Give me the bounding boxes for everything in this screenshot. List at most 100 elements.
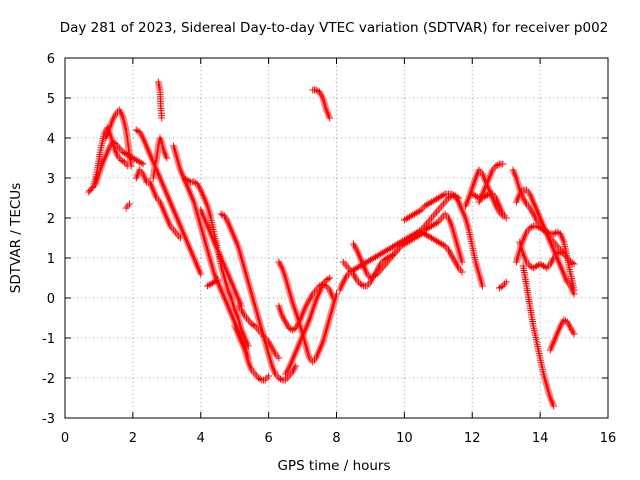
data-point-marker [137, 159, 145, 167]
y-tick-label: 2 [47, 212, 55, 227]
data-point-marker [458, 268, 466, 276]
y-tick-label: 1 [47, 252, 55, 267]
data-point-marker [275, 354, 283, 362]
x-tick-label: 0 [61, 431, 69, 446]
data-point-marker [567, 258, 575, 266]
arc-27-markers [475, 160, 507, 206]
arc-24-markers [417, 228, 466, 276]
arc-19-markers [309, 86, 334, 122]
data-point-marker [545, 229, 553, 237]
data-point-marker [440, 241, 447, 249]
data-point-marker [324, 275, 332, 283]
data-point-marker [219, 211, 227, 219]
x-tick-label: 8 [332, 431, 340, 446]
data-point-marker [484, 191, 491, 199]
y-tick-label: 5 [47, 92, 55, 107]
y-tick-label: 0 [47, 292, 55, 307]
data-point-marker [119, 157, 127, 165]
arc-34-markers [546, 316, 578, 354]
x-tick-label: 12 [464, 431, 481, 446]
arc-32-markers [516, 238, 575, 272]
y-tick-label: 3 [47, 172, 55, 187]
arc-14-markers [231, 322, 273, 384]
data-point-marker [570, 330, 578, 338]
data-point-marker [127, 162, 135, 170]
x-tick-label: 10 [396, 431, 413, 446]
data-point-marker [450, 191, 457, 199]
data-point-marker [494, 161, 502, 169]
y-tick-label: -3 [42, 412, 55, 427]
arc-7-markers [154, 78, 166, 122]
x-tick-label: 14 [532, 431, 549, 446]
data-point-marker [541, 263, 549, 271]
arc-18-markers [282, 274, 334, 378]
data-point-marker [458, 258, 466, 266]
data-point-marker [502, 278, 510, 286]
data-point-marker [139, 160, 147, 168]
arc-26-markers [468, 190, 510, 222]
arc-28-markers [496, 278, 510, 292]
x-tick-label: 16 [600, 431, 617, 446]
data-point-marker [440, 191, 447, 199]
arc-4-markers [122, 200, 133, 212]
arc-22-markers [350, 238, 408, 282]
y-tick-label: -1 [42, 332, 55, 347]
data-point-marker [163, 154, 171, 162]
arc-11-markers [197, 206, 245, 310]
x-tick-label: 6 [264, 431, 272, 446]
arc-15-markers [234, 302, 283, 362]
data-point-marker [277, 375, 284, 383]
y-tick-label: 4 [47, 132, 55, 147]
y-axis-label: SDTVAR / TECUs [8, 183, 24, 293]
data-point-marker [290, 325, 298, 333]
data-point-marker [570, 286, 578, 294]
data-point-marker [372, 271, 379, 279]
x-axis-label: GPS time / hours [277, 458, 390, 474]
data-point-marker [89, 184, 96, 191]
data-point-marker [562, 317, 569, 325]
x-tick-label: 2 [129, 431, 137, 446]
data-point-marker [479, 282, 486, 290]
data-point-marker [249, 321, 257, 329]
data-point-marker [134, 127, 142, 135]
data-point-marker [176, 234, 184, 242]
arc-6-markers [132, 166, 184, 242]
y-tick-label: -2 [42, 372, 55, 387]
data-point-marker [314, 87, 322, 95]
data-point-marker [110, 139, 118, 147]
data-point-marker [358, 281, 366, 289]
data-point-marker [558, 249, 566, 257]
data-point-marker [550, 402, 558, 410]
data-point-marker [326, 114, 334, 122]
data-point-marker [265, 372, 273, 380]
data-point-marker [400, 238, 408, 246]
data-point-marker [326, 274, 334, 282]
data-point-marker [433, 219, 441, 227]
y-tick-label: 6 [47, 52, 55, 67]
data-point-marker [292, 362, 300, 370]
data-point-marker [333, 290, 340, 298]
data-point-marker [212, 277, 220, 285]
chart-title: Day 281 of 2023, Sidereal Day-to-day VTE… [60, 20, 609, 36]
arc-33-markers [519, 262, 558, 410]
data-point-marker [197, 270, 205, 278]
data-point-marker [126, 200, 133, 208]
arc-3-markers [102, 106, 135, 170]
arc-9-markers [170, 142, 252, 362]
x-tick-label: 4 [197, 431, 205, 446]
data-point-marker [192, 179, 200, 187]
data-point-marker [256, 375, 264, 383]
data-point-marker [502, 214, 510, 222]
arc-8-markers [149, 134, 171, 182]
arc-12-markers [204, 276, 222, 290]
data-point-marker [185, 177, 193, 185]
data-point-marker [497, 283, 505, 291]
data-point-marker [416, 207, 424, 215]
data-point-marker [214, 276, 222, 284]
data-point-marker [528, 223, 536, 231]
data-points [85, 78, 578, 410]
data-point-marker [158, 114, 166, 122]
arc-23-markers [400, 190, 486, 290]
